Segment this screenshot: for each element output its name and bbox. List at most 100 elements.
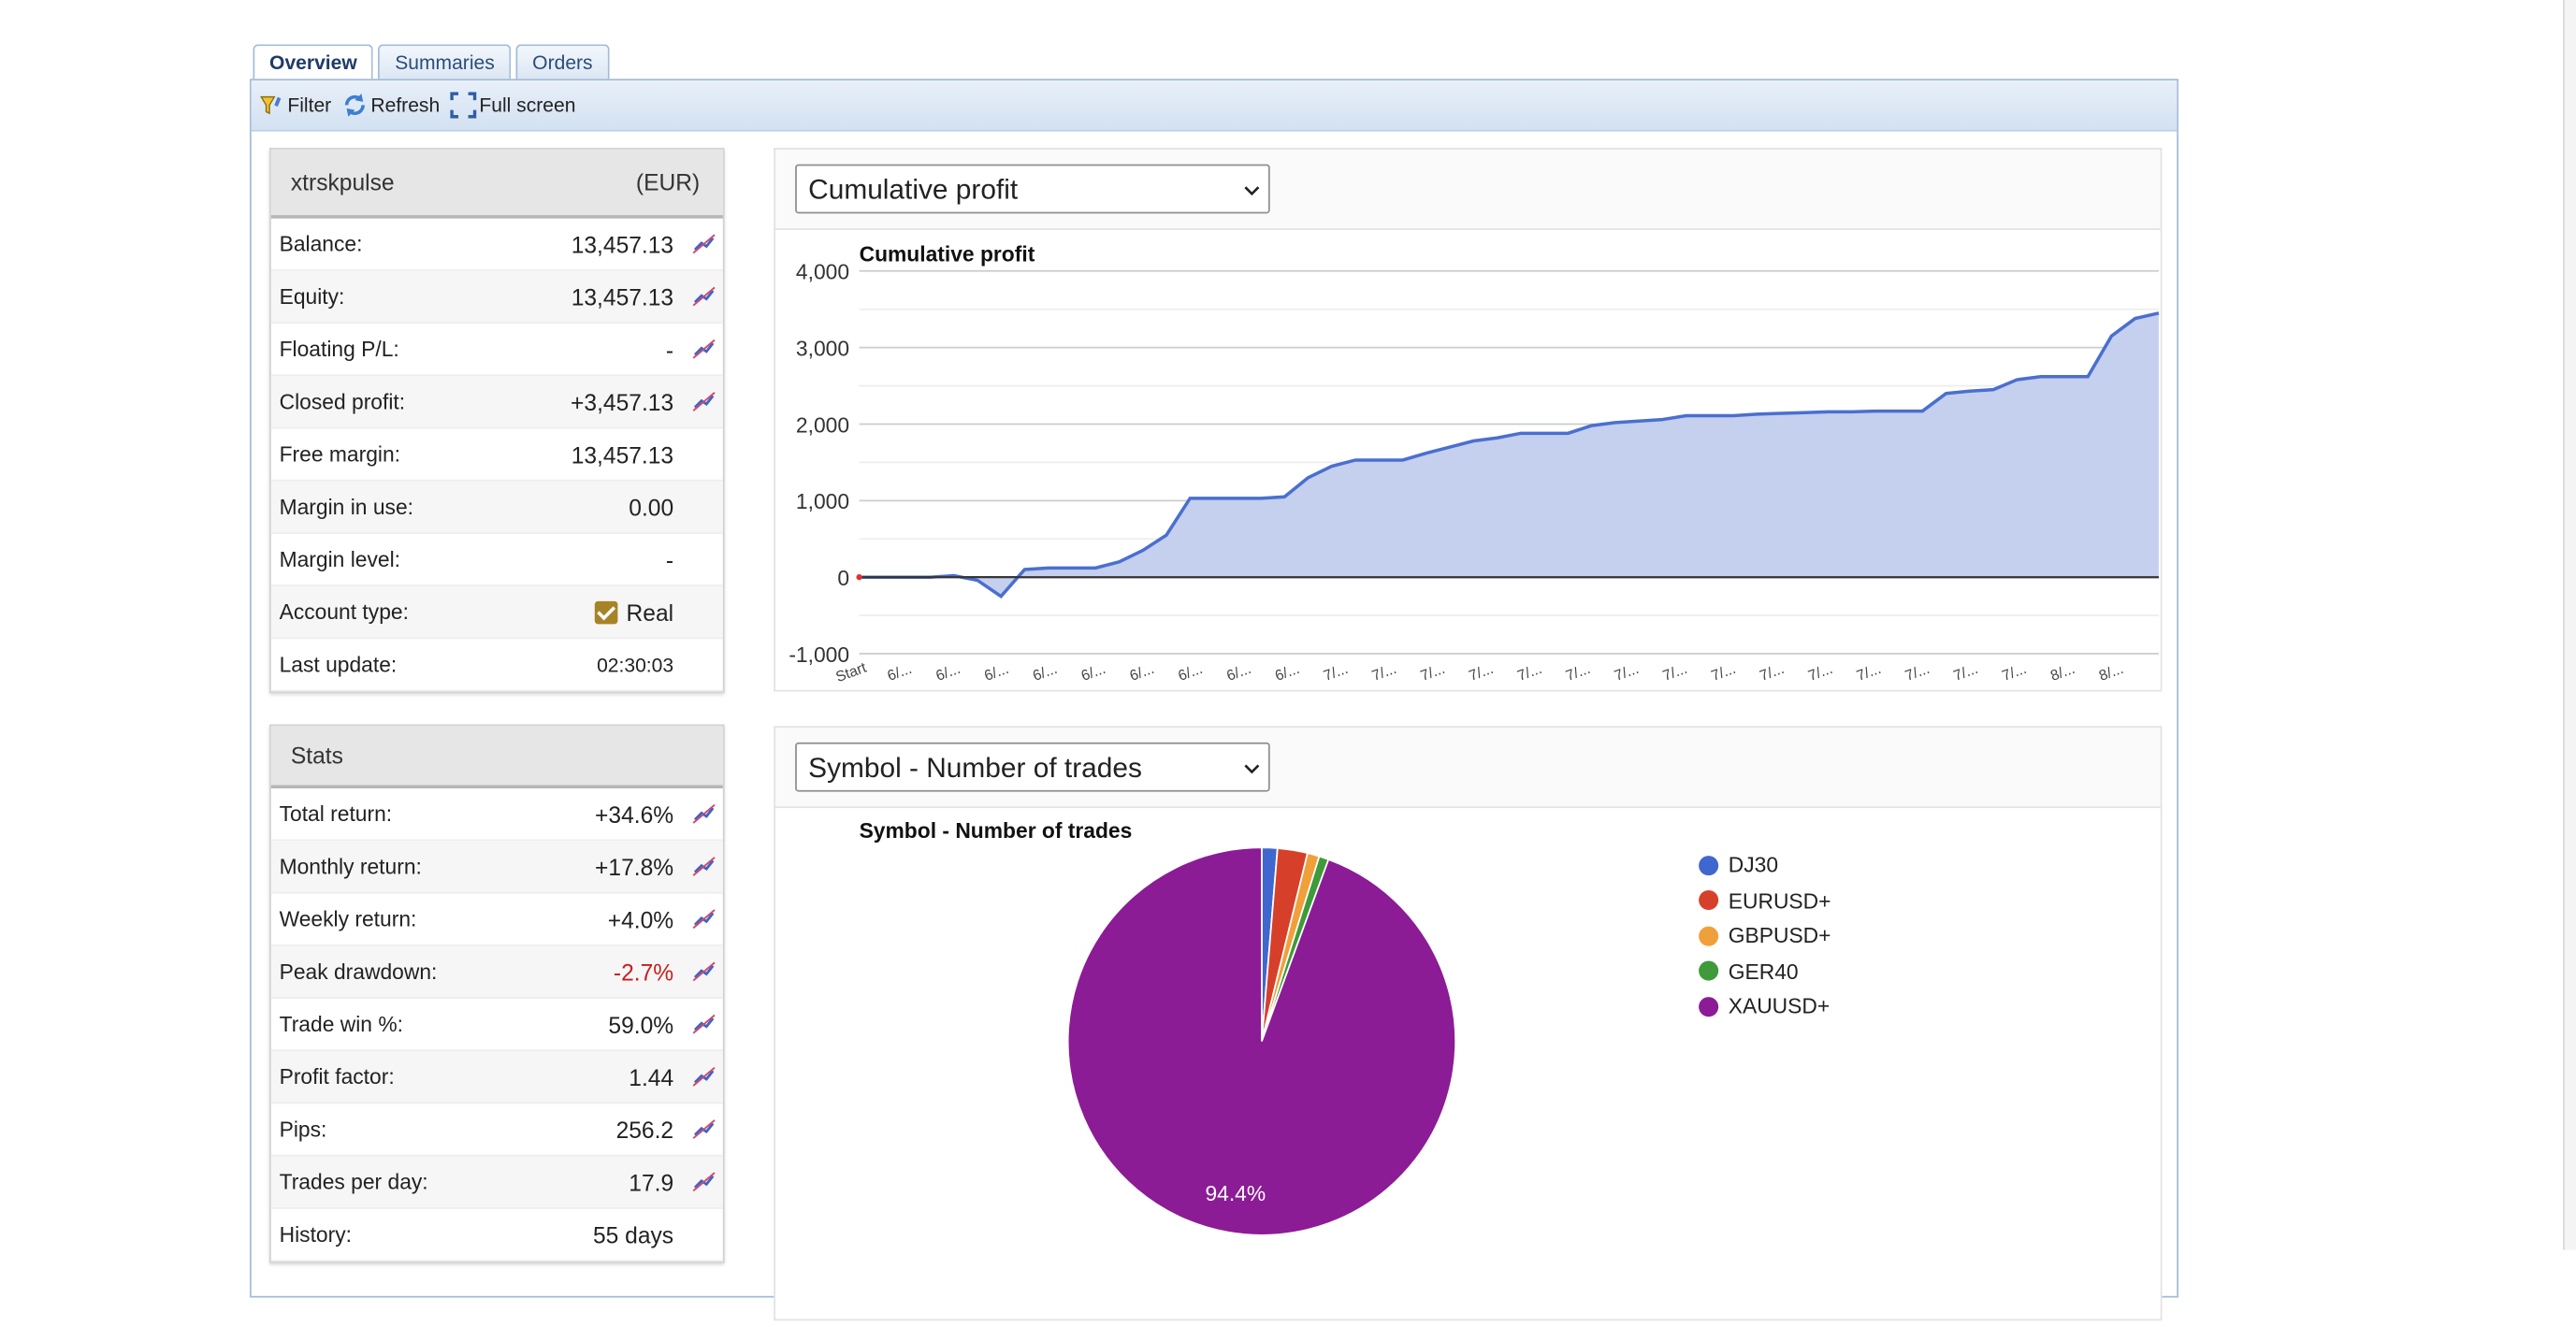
toolbar: Filter Refresh Full screen [251,80,2178,132]
x-tick-label: 7/... [1322,661,1351,685]
stats-title: Stats [290,742,343,769]
account-header: xtrskpulse (EUR) [270,149,723,219]
fullscreen-icon [449,92,476,119]
stat-row: Total return: +34.6% [270,788,723,842]
tab-orders[interactable]: Orders [515,44,610,81]
checkbox-icon [595,599,618,624]
row-label: History: [279,1221,352,1248]
filter-icon [260,95,282,115]
account-type-value: Real [626,599,674,626]
x-tick-label: 6/... [1273,661,1302,685]
legend-label: GBPUSD+ [1728,923,1831,948]
stat-row: Pips: 256.2 [270,1103,723,1157]
chart-icon[interactable] [691,1117,716,1141]
legend-swatch [1699,855,1719,875]
legend-item[interactable]: XAUUSD+ [1699,988,1831,1024]
chart-icon[interactable] [691,854,716,878]
profit-chart-panel: Cumulative profit Cumulative profit 4,000… [774,148,2163,692]
x-tick-label: 7/... [1758,661,1787,685]
row-label: Peak drawdown: [279,959,438,985]
stat-row: Margin level: - [270,534,723,587]
x-tick-label: 7/... [1467,661,1496,685]
pie-legend: DJ30 EURUSD+ GBPUSD+ GER40 XAUUSD+ [1699,847,1831,1024]
stat-row: Last update: 02:30:03 [270,639,723,692]
row-value: 1.44 [629,1063,674,1090]
refresh-button[interactable]: Refresh [341,92,440,118]
x-tick-label: 6/... [1031,661,1060,685]
chart-icon[interactable] [691,801,716,826]
chart-icon[interactable] [691,284,716,309]
legend-swatch [1699,960,1719,982]
x-tick-label: 6/... [1224,661,1253,685]
row-value: 13,457.13 [571,282,674,310]
x-tick-label: 7/... [1661,661,1690,685]
chevron-down-icon [1244,764,1260,774]
x-tick-label: 7/... [1515,661,1544,685]
row-label: Floating P/L: [279,337,399,362]
chart-icon[interactable] [691,389,716,413]
y-tick-label: 2,000 [796,412,849,437]
x-tick-label: 6/... [933,661,962,685]
chart-icon[interactable] [691,1012,716,1036]
cumulative-profit-chart: Cumulative profit 4,000 3,000 2,000 1,000 0 -1… [789,241,2160,685]
symbol-chart-select[interactable]: Symbol - Number of trades [795,742,1270,792]
row-value: +17.8% [595,853,674,880]
row-value: +4.0% [607,905,674,932]
stat-row: Closed profit: +3,457.13 [270,376,723,429]
row-label: Equity: [279,283,345,310]
row-label: Trades per day: [279,1169,428,1194]
chart-type-value: Cumulative profit [808,174,1019,206]
filter-label: Filter [287,94,332,117]
account-name: xtrskpulse [290,168,395,196]
stat-row: Margin in use: 0.00 [270,481,723,534]
chart-type-select[interactable]: Cumulative profit [795,164,1270,214]
x-tick-label: 7/... [1419,661,1448,685]
y-tick-label: 1,000 [796,489,849,513]
row-value: - [665,336,674,363]
tab-summaries[interactable]: Summaries [378,44,512,81]
stat-row: Trades per day: 17.9 [270,1156,723,1209]
chart-title: Symbol - Number of trades [860,818,1133,843]
legend-item[interactable]: GBPUSD+ [1699,918,1831,954]
chart-icon[interactable] [691,907,716,931]
legend-item[interactable]: DJ30 [1699,847,1831,883]
legend-item[interactable]: GER40 [1699,954,1831,989]
tab-overview[interactable]: Overview [253,44,374,82]
x-tick-label: 8/... [2097,661,2126,685]
stat-row: Profit factor: 1.44 [270,1051,723,1104]
stat-row: Floating P/L: - [270,324,723,377]
row-label: Margin in use: [279,494,414,520]
row-value: 55 days [592,1220,674,1248]
row-label: Free margin: [279,441,401,467]
legend-label: EURUSD+ [1728,887,1831,914]
legend-swatch [1699,890,1719,911]
chart-icon[interactable] [691,959,716,984]
fullscreen-button[interactable]: Full screen [449,92,575,119]
y-tick-label: -1,000 [789,642,849,667]
chart-icon[interactable] [691,337,716,361]
x-tick-label: 7/... [1806,661,1835,685]
legend-item[interactable]: EURUSD+ [1699,883,1831,918]
y-tick-label: 3,000 [796,336,849,360]
chart-icon[interactable] [691,1064,716,1089]
x-tick-label: 6/... [1128,661,1157,685]
row-value: -2.7% [613,958,674,985]
stat-row: Peak drawdown: -2.7% [270,945,723,999]
chevron-down-icon [1244,186,1260,196]
account-rows: Balance: 13,457.13 Equity: 13,457.13 Floatin… [270,219,723,692]
legend-label: DJ30 [1728,853,1779,878]
filter-button[interactable]: Filter [258,92,331,118]
x-tick-label: 7/... [1709,661,1738,685]
chart-icon[interactable] [691,232,716,256]
x-tick-label: 7/... [1613,661,1642,685]
x-tick-label: 6/... [982,661,1011,685]
scrollbar-strip[interactable] [2562,0,2576,1250]
chart-icon[interactable] [691,1170,716,1194]
account-panel: xtrskpulse (EUR) Balance: 13,457.13 Equity… [269,148,725,694]
page: Overview Summaries Orders Filter Refresh [0,0,2576,1250]
row-label: Closed profit: [279,389,406,414]
row-value: 13,457.13 [571,230,674,257]
legend-swatch [1699,926,1719,946]
stat-row: Trade win %: 59.0% [270,999,723,1052]
pie-slice-label: 94.4% [1205,1181,1266,1205]
